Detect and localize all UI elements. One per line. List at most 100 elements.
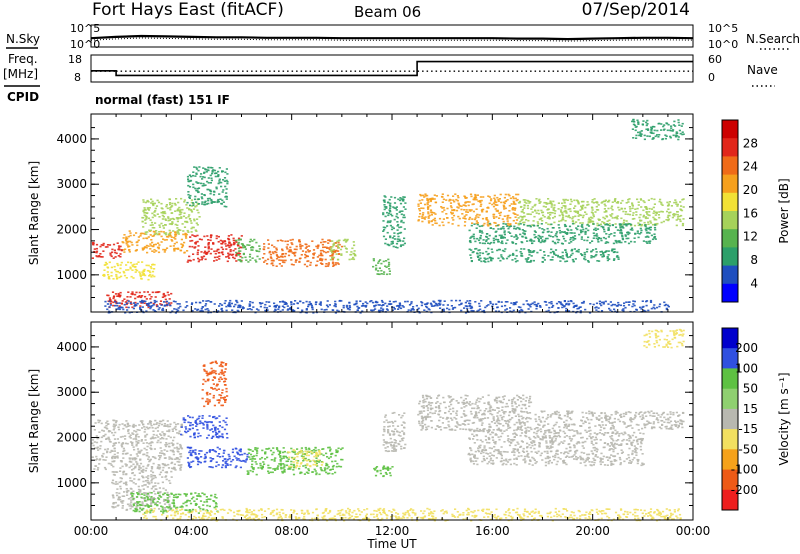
data-pixel	[188, 245, 191, 248]
data-pixel	[218, 251, 221, 254]
data-pixel	[195, 222, 198, 224]
data-pixel	[130, 465, 133, 467]
data-pixel	[420, 304, 423, 307]
data-pixel	[567, 229, 570, 232]
data-pixel	[91, 456, 94, 458]
data-pixel	[318, 461, 321, 463]
data-pixel	[564, 220, 567, 222]
data-pixel	[125, 483, 128, 486]
data-pixel	[497, 239, 500, 241]
data-pixel	[553, 253, 556, 256]
data-pixel	[475, 220, 478, 222]
data-pixel	[114, 483, 117, 485]
data-pixel	[514, 234, 518, 236]
data-pixel	[402, 196, 405, 198]
data-pixel	[118, 247, 121, 249]
data-pixel	[337, 241, 340, 244]
data-pixel	[131, 458, 134, 461]
data-pixel	[348, 306, 352, 309]
data-pixel	[569, 232, 572, 234]
data-pixel	[325, 471, 328, 474]
data-pixel	[549, 214, 552, 216]
data-pixel	[155, 250, 158, 252]
data-pixel	[228, 457, 231, 460]
data-pixel	[178, 461, 181, 463]
data-pixel	[605, 233, 608, 235]
data-pixel	[111, 494, 114, 496]
data-pixel	[196, 435, 200, 438]
data-pixel	[235, 465, 238, 467]
data-pixel	[285, 246, 288, 248]
data-pixel	[473, 237, 476, 240]
data-pixel	[118, 481, 121, 484]
data-pixel	[137, 485, 140, 488]
data-pixel	[220, 361, 224, 364]
data-pixel	[319, 301, 322, 303]
data-pixel	[157, 455, 161, 457]
data-pixel	[171, 461, 174, 464]
data-pixel	[515, 199, 518, 202]
data-pixel	[580, 236, 583, 238]
data-pixel	[224, 384, 227, 386]
data-pixel	[649, 131, 652, 134]
data-pixel	[170, 476, 173, 478]
data-pixel	[567, 303, 570, 306]
data-pixel	[104, 300, 107, 303]
data-pixel	[99, 445, 102, 447]
data-pixel	[599, 251, 602, 253]
data-pixel	[618, 209, 621, 211]
data-pixel	[144, 231, 147, 233]
data-pixel	[172, 245, 175, 247]
data-pixel	[126, 503, 130, 506]
data-pixel	[591, 199, 594, 201]
data-pixel	[299, 472, 302, 475]
data-pixel	[472, 235, 475, 238]
data-pixel	[193, 235, 196, 237]
data-pixel	[174, 233, 177, 235]
data-pixel	[426, 202, 429, 204]
data-pixel	[324, 468, 327, 471]
data-pixel	[113, 453, 116, 456]
data-pixel	[597, 218, 600, 220]
data-pixel	[127, 489, 130, 492]
data-pixel	[539, 249, 542, 251]
data-pixel	[179, 455, 182, 458]
data-pixel	[592, 303, 595, 306]
data-pixel	[238, 252, 242, 255]
data-pixel	[514, 207, 517, 210]
data-pixel	[154, 243, 157, 246]
data-pixel	[237, 259, 240, 261]
data-pixel	[637, 201, 640, 203]
data-pixel	[402, 198, 405, 201]
data-pixel	[232, 249, 235, 252]
data-pixel	[312, 253, 315, 255]
data-pixel	[576, 210, 579, 213]
data-pixel	[274, 250, 277, 253]
data-pixel	[569, 198, 573, 201]
data-pixel	[104, 459, 107, 461]
data-pixel	[203, 176, 206, 179]
data-pixel	[253, 238, 256, 241]
data-pixel	[514, 260, 518, 263]
data-region-1	[102, 261, 156, 281]
data-pixel	[326, 300, 329, 302]
data-pixel	[434, 201, 437, 204]
data-pixel	[140, 277, 143, 280]
data-pixel	[147, 201, 150, 203]
data-pixel	[220, 404, 223, 407]
data-pixel	[591, 240, 594, 242]
data-pixel	[203, 171, 206, 174]
data-pixel	[531, 224, 534, 226]
data-pixel	[458, 299, 461, 302]
data-pixel	[382, 308, 385, 311]
data-pixel	[523, 207, 526, 209]
data-pixel	[364, 301, 367, 303]
data-pixel	[223, 398, 226, 400]
data-pixel	[502, 201, 505, 204]
data-pixel	[180, 433, 183, 436]
data-pixel	[237, 243, 240, 245]
data-pixel	[298, 467, 301, 470]
data-pixel	[136, 296, 139, 298]
data-pixel	[599, 237, 602, 240]
data-pixel	[550, 248, 553, 251]
